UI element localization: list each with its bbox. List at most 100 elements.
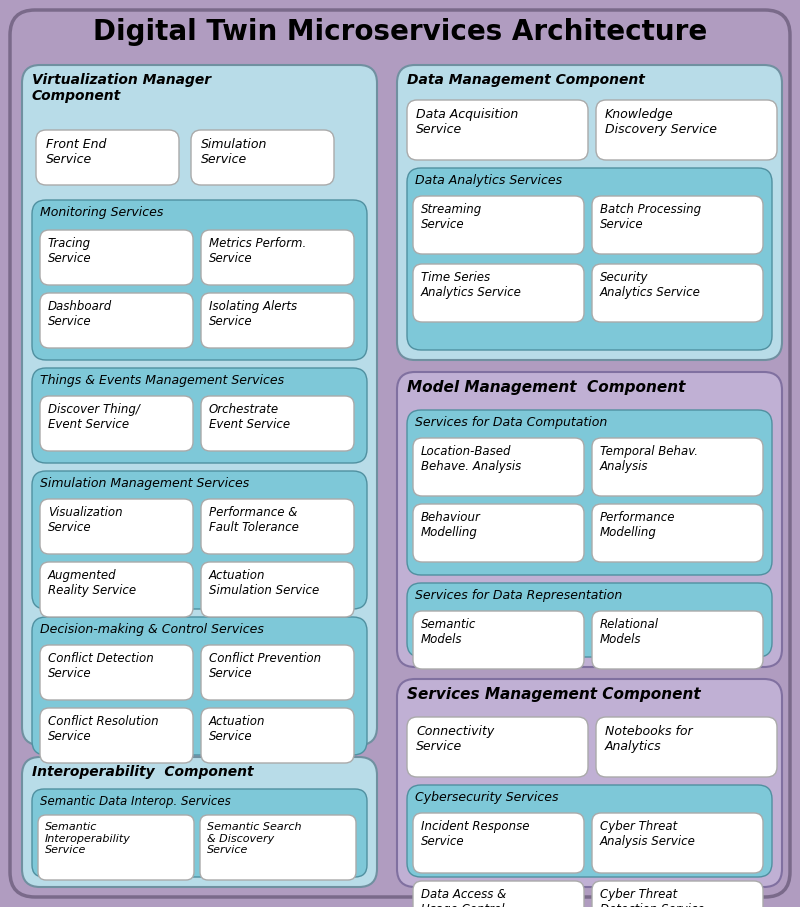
FancyBboxPatch shape — [38, 815, 194, 880]
Text: Cyber Threat
Detection Service: Cyber Threat Detection Service — [600, 888, 705, 907]
Text: Decision-making & Control Services: Decision-making & Control Services — [40, 623, 264, 636]
FancyBboxPatch shape — [40, 396, 193, 451]
Text: Conflict Detection
Service: Conflict Detection Service — [48, 652, 154, 680]
FancyBboxPatch shape — [413, 881, 584, 907]
Text: Security
Analytics Service: Security Analytics Service — [600, 271, 701, 299]
FancyBboxPatch shape — [592, 881, 763, 907]
Text: Dashboard
Service: Dashboard Service — [48, 300, 112, 328]
FancyBboxPatch shape — [596, 100, 777, 160]
FancyBboxPatch shape — [201, 396, 354, 451]
Text: Simulation
Service: Simulation Service — [201, 138, 267, 166]
FancyBboxPatch shape — [40, 708, 193, 763]
FancyBboxPatch shape — [32, 471, 367, 609]
FancyBboxPatch shape — [201, 230, 354, 285]
FancyBboxPatch shape — [407, 100, 588, 160]
FancyBboxPatch shape — [32, 368, 367, 463]
Text: Behaviour
Modelling: Behaviour Modelling — [421, 511, 481, 539]
Text: Cybersecurity Services: Cybersecurity Services — [415, 791, 558, 804]
Text: Knowledge
Discovery Service: Knowledge Discovery Service — [605, 108, 717, 136]
Text: Services for Data Representation: Services for Data Representation — [415, 589, 622, 602]
FancyBboxPatch shape — [40, 562, 193, 617]
Text: Data Analytics Services: Data Analytics Services — [415, 174, 562, 187]
FancyBboxPatch shape — [201, 499, 354, 554]
FancyBboxPatch shape — [22, 757, 377, 887]
FancyBboxPatch shape — [40, 293, 193, 348]
FancyBboxPatch shape — [32, 617, 367, 755]
Text: Notebooks for
Analytics: Notebooks for Analytics — [605, 725, 693, 753]
Text: Performance
Modelling: Performance Modelling — [600, 511, 675, 539]
FancyBboxPatch shape — [413, 196, 584, 254]
Text: Orchestrate
Event Service: Orchestrate Event Service — [209, 403, 290, 431]
FancyBboxPatch shape — [201, 645, 354, 700]
Text: Actuation
Simulation Service: Actuation Simulation Service — [209, 569, 319, 597]
Text: Simulation Management Services: Simulation Management Services — [40, 477, 250, 490]
FancyBboxPatch shape — [32, 789, 367, 877]
FancyBboxPatch shape — [592, 611, 763, 669]
FancyBboxPatch shape — [407, 410, 772, 575]
Text: Isolating Alerts
Service: Isolating Alerts Service — [209, 300, 297, 328]
FancyBboxPatch shape — [397, 679, 782, 887]
FancyBboxPatch shape — [22, 65, 377, 745]
FancyBboxPatch shape — [397, 372, 782, 667]
FancyBboxPatch shape — [592, 813, 763, 873]
Text: Data Access &
Usage Control: Data Access & Usage Control — [421, 888, 506, 907]
FancyBboxPatch shape — [413, 264, 584, 322]
Text: Model Management  Component: Model Management Component — [407, 380, 686, 395]
FancyBboxPatch shape — [413, 504, 584, 562]
Text: Things & Events Management Services: Things & Events Management Services — [40, 374, 284, 387]
Text: Cyber Threat
Analysis Service: Cyber Threat Analysis Service — [600, 820, 696, 848]
FancyBboxPatch shape — [32, 200, 367, 360]
FancyBboxPatch shape — [40, 499, 193, 554]
FancyBboxPatch shape — [201, 708, 354, 763]
Text: Interoperability  Component: Interoperability Component — [32, 765, 254, 779]
Text: Relational
Models: Relational Models — [600, 618, 659, 646]
Text: Services Management Component: Services Management Component — [407, 687, 701, 702]
Text: Semantic
Models: Semantic Models — [421, 618, 476, 646]
FancyBboxPatch shape — [10, 10, 790, 897]
Text: Visualization
Service: Visualization Service — [48, 506, 122, 534]
Text: Data Acquisition
Service: Data Acquisition Service — [416, 108, 518, 136]
Text: Temporal Behav.
Analysis: Temporal Behav. Analysis — [600, 445, 698, 473]
FancyBboxPatch shape — [407, 717, 588, 777]
Text: Data Management Component: Data Management Component — [407, 73, 645, 87]
FancyBboxPatch shape — [592, 504, 763, 562]
FancyBboxPatch shape — [40, 230, 193, 285]
Text: Conflict Resolution
Service: Conflict Resolution Service — [48, 715, 158, 743]
Text: Location-Based
Behave. Analysis: Location-Based Behave. Analysis — [421, 445, 522, 473]
Text: Incident Response
Service: Incident Response Service — [421, 820, 530, 848]
Text: Performance &
Fault Tolerance: Performance & Fault Tolerance — [209, 506, 299, 534]
FancyBboxPatch shape — [413, 611, 584, 669]
Text: Front End
Service: Front End Service — [46, 138, 106, 166]
FancyBboxPatch shape — [36, 130, 179, 185]
Text: Digital Twin Microservices Architecture: Digital Twin Microservices Architecture — [93, 18, 707, 46]
Text: Semantic Search
& Discovery
Service: Semantic Search & Discovery Service — [207, 822, 302, 855]
Text: Semantic Data Interop. Services: Semantic Data Interop. Services — [40, 795, 230, 808]
Text: Time Series
Analytics Service: Time Series Analytics Service — [421, 271, 522, 299]
Text: Batch Processing
Service: Batch Processing Service — [600, 203, 701, 231]
Text: Metrics Perform.
Service: Metrics Perform. Service — [209, 237, 306, 265]
FancyBboxPatch shape — [407, 583, 772, 657]
FancyBboxPatch shape — [40, 645, 193, 700]
FancyBboxPatch shape — [407, 168, 772, 350]
Text: Discover Thing/
Event Service: Discover Thing/ Event Service — [48, 403, 140, 431]
Text: Connectivity
Service: Connectivity Service — [416, 725, 494, 753]
Text: Services for Data Computation: Services for Data Computation — [415, 416, 607, 429]
Text: Conflict Prevention
Service: Conflict Prevention Service — [209, 652, 321, 680]
Text: Tracing
Service: Tracing Service — [48, 237, 92, 265]
FancyBboxPatch shape — [407, 785, 772, 877]
FancyBboxPatch shape — [596, 717, 777, 777]
FancyBboxPatch shape — [413, 438, 584, 496]
Text: Virtualization Manager
Component: Virtualization Manager Component — [32, 73, 211, 103]
Text: Semantic
Interoperability
Service: Semantic Interoperability Service — [45, 822, 131, 855]
Text: Augmented
Reality Service: Augmented Reality Service — [48, 569, 136, 597]
FancyBboxPatch shape — [201, 293, 354, 348]
Text: Streaming
Service: Streaming Service — [421, 203, 482, 231]
FancyBboxPatch shape — [592, 196, 763, 254]
FancyBboxPatch shape — [592, 264, 763, 322]
FancyBboxPatch shape — [201, 562, 354, 617]
Text: Actuation
Service: Actuation Service — [209, 715, 266, 743]
FancyBboxPatch shape — [397, 65, 782, 360]
FancyBboxPatch shape — [191, 130, 334, 185]
FancyBboxPatch shape — [413, 813, 584, 873]
FancyBboxPatch shape — [592, 438, 763, 496]
